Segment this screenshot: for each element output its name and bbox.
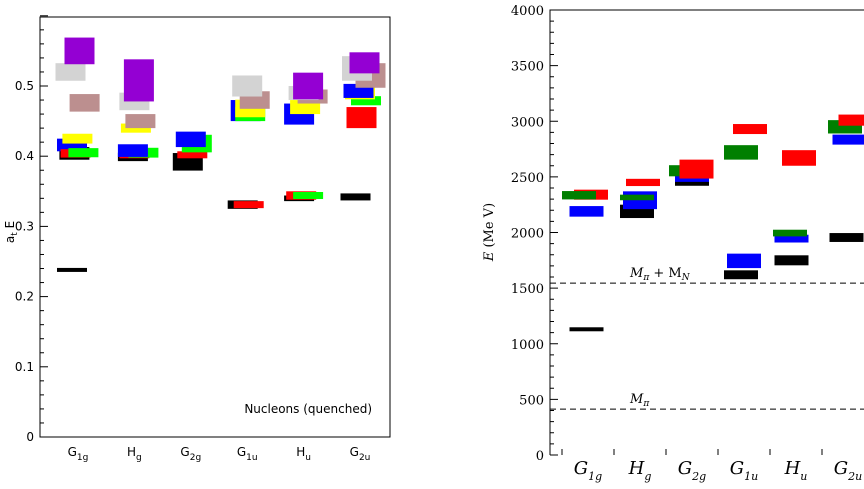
right-x-tick-labels: G1g Hg G2g G1u Hu G2u [561,449,862,483]
y-tick-label: 0 [26,430,34,444]
y-tick-label: 1000 [511,338,544,353]
energy-level-bar [117,144,148,157]
threshold-label: Mπ + MN [629,266,691,283]
right-energy-levels [562,114,864,332]
x-tick-label: G2g [180,445,201,463]
right-chart-panel: Mπ + MN Mπ 0 500 1000 1500 2000 2500 3000 3500 40… [482,4,864,483]
y-tick-label: 0.3 [15,219,34,233]
energy-level-bar [57,267,87,272]
energy-level-bar [562,191,596,200]
threshold-label: Mπ [629,392,650,409]
energy-level-bar [838,114,864,126]
y-tick-label: 3500 [511,60,544,75]
energy-level-bar [293,192,324,200]
energy-level-bar [349,52,380,74]
energy-level-bar [68,148,99,158]
y-tick-label: 0.2 [15,290,34,304]
energy-level-bar [773,229,807,237]
energy-level-bar [829,233,864,242]
right-plot-frame [549,9,864,455]
right-y-axis-label: E (Me V) [482,203,497,262]
energy-level-bar [782,150,816,166]
y-tick-label: 2000 [511,227,544,242]
energy-level-bar [62,133,93,144]
x-tick-label: G1g [574,458,602,483]
left-energy-levels [55,37,386,272]
y-tick-label: 2500 [511,171,544,186]
energy-level-bar [724,145,758,160]
energy-level-bar [177,151,208,159]
x-tick-label: G2u [834,458,862,483]
energy-level-bar [569,206,604,217]
energy-level-bar [55,63,86,81]
right-threshold-lines: Mπ + MN Mπ [550,266,864,410]
energy-level-bar [64,37,95,65]
energy-level-bar [69,94,100,112]
y-tick-label: 4000 [511,4,544,19]
left-chart-panel: 0 0.1 0.2 0.3 0.4 0.5 G1g Hg G2g G1u Hu G2u at E N… [3,15,391,463]
energy-level-bar [620,194,654,201]
x-tick-label: Hg [127,445,142,463]
y-tick-label: 3000 [511,115,544,130]
y-tick-label: 0.1 [15,360,34,374]
left-y-ticks: 0 0.1 0.2 0.3 0.4 0.5 [15,15,48,444]
energy-level-bar [123,59,154,102]
y-tick-label: 1500 [511,282,544,297]
energy-level-bar [774,234,809,243]
right-y-ticks: 0 500 1000 1500 2000 2500 3000 3500 4000 [511,4,558,464]
energy-level-bar [727,253,761,269]
x-tick-label: G1u [237,445,258,463]
energy-level-bar [340,193,371,201]
x-tick-label: G2g [678,458,706,483]
y-tick-label: 0.4 [15,149,34,163]
x-tick-label: G1g [68,445,89,463]
energy-level-bar [351,96,381,106]
x-tick-label: G1u [730,458,758,483]
energy-level-bar [293,72,324,100]
energy-level-bar [569,327,604,332]
x-tick-label: Hu [296,445,311,463]
energy-level-bar [774,255,809,266]
y-tick-label: 0.5 [15,79,34,93]
x-tick-label: Hu [784,458,808,483]
energy-level-bar [679,159,714,179]
energy-level-bar [175,131,206,148]
energy-level-bar [832,134,864,145]
y-tick-label: 500 [519,393,544,408]
left-x-tick-labels: G1g Hg G2g G1u Hu G2u [68,445,371,463]
y-tick-label: 0 [536,449,544,464]
x-tick-label: G2u [350,445,371,463]
energy-level-bar [733,124,767,135]
left-plot-frame [39,16,391,438]
energy-level-bar [626,178,660,187]
left-annotation: Nucleons (quenched) [244,402,372,416]
energy-level-bar [125,114,156,129]
energy-level-bar [233,201,264,209]
energy-level-bar [724,270,758,280]
left-y-axis-label: at E [3,221,20,243]
x-tick-label: Hg [628,458,652,483]
energy-level-bar [346,107,377,129]
energy-level-bar [232,75,263,97]
